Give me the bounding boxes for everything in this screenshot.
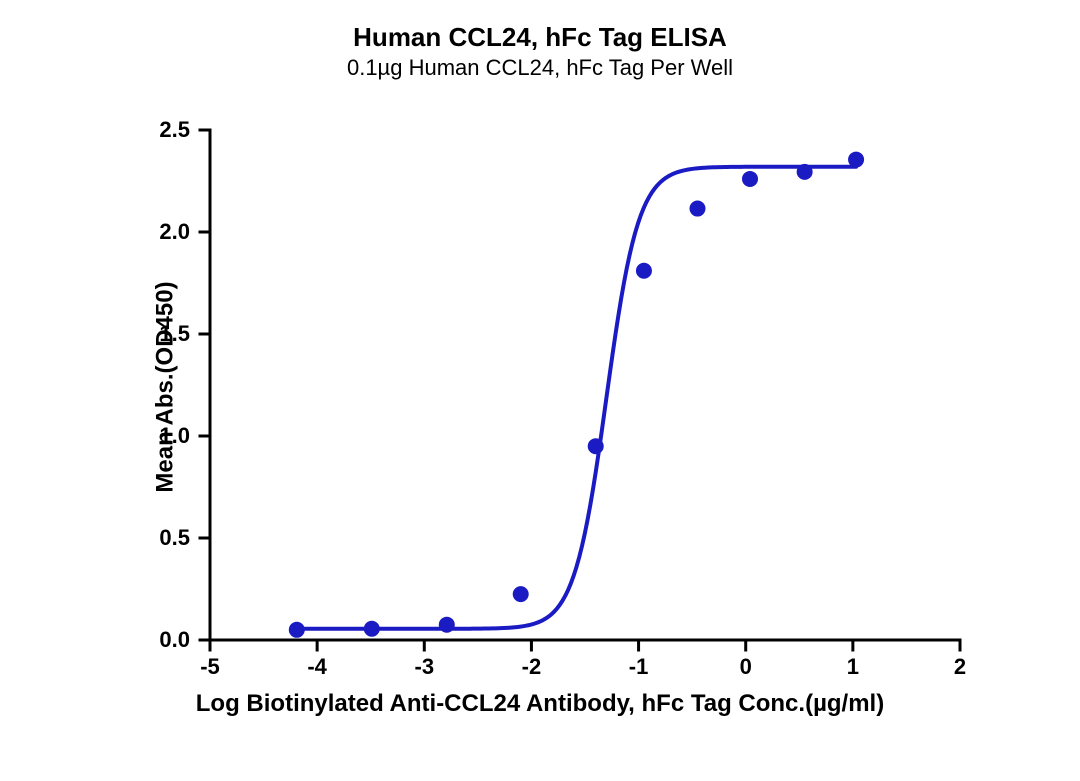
y-tick-label: 0.0 — [140, 627, 190, 653]
x-tick-label: -4 — [287, 654, 347, 680]
data-point — [588, 438, 604, 454]
y-axis-label: Mean Abs.(OD450) — [152, 281, 180, 492]
chart-subtitle: 0.1µg Human CCL24, hFc Tag Per Well — [0, 55, 1080, 81]
axes — [200, 130, 960, 650]
chart-svg — [210, 130, 960, 640]
y-tick-label: 0.5 — [140, 525, 190, 551]
data-point — [439, 617, 455, 633]
x-tick-label: 1 — [823, 654, 883, 680]
x-tick-label: 2 — [930, 654, 990, 680]
x-tick-label: -1 — [609, 654, 669, 680]
title-block: Human CCL24, hFc Tag ELISA 0.1µg Human C… — [0, 22, 1080, 81]
y-tick-label: 2.0 — [140, 219, 190, 245]
x-tick-label: 0 — [716, 654, 776, 680]
chart-page: Human CCL24, hFc Tag ELISA 0.1µg Human C… — [0, 0, 1080, 781]
data-point — [364, 621, 380, 637]
data-point — [690, 201, 706, 217]
chart-title: Human CCL24, hFc Tag ELISA — [0, 22, 1080, 53]
y-tick-label: 2.5 — [140, 117, 190, 143]
fit-curve — [297, 167, 856, 629]
x-tick-label: -3 — [394, 654, 454, 680]
x-tick-label: -2 — [501, 654, 561, 680]
data-point — [742, 171, 758, 187]
data-point — [289, 622, 305, 638]
data-point — [636, 263, 652, 279]
y-tick-label: 1.5 — [140, 321, 190, 347]
data-point — [797, 164, 813, 180]
data-point — [513, 586, 529, 602]
plot-area — [210, 130, 960, 640]
data-point — [848, 152, 864, 168]
y-tick-label: 1.0 — [140, 423, 190, 449]
x-tick-label: -5 — [180, 654, 240, 680]
x-axis-label: Log Biotinylated Anti-CCL24 Antibody, hF… — [0, 690, 1080, 718]
